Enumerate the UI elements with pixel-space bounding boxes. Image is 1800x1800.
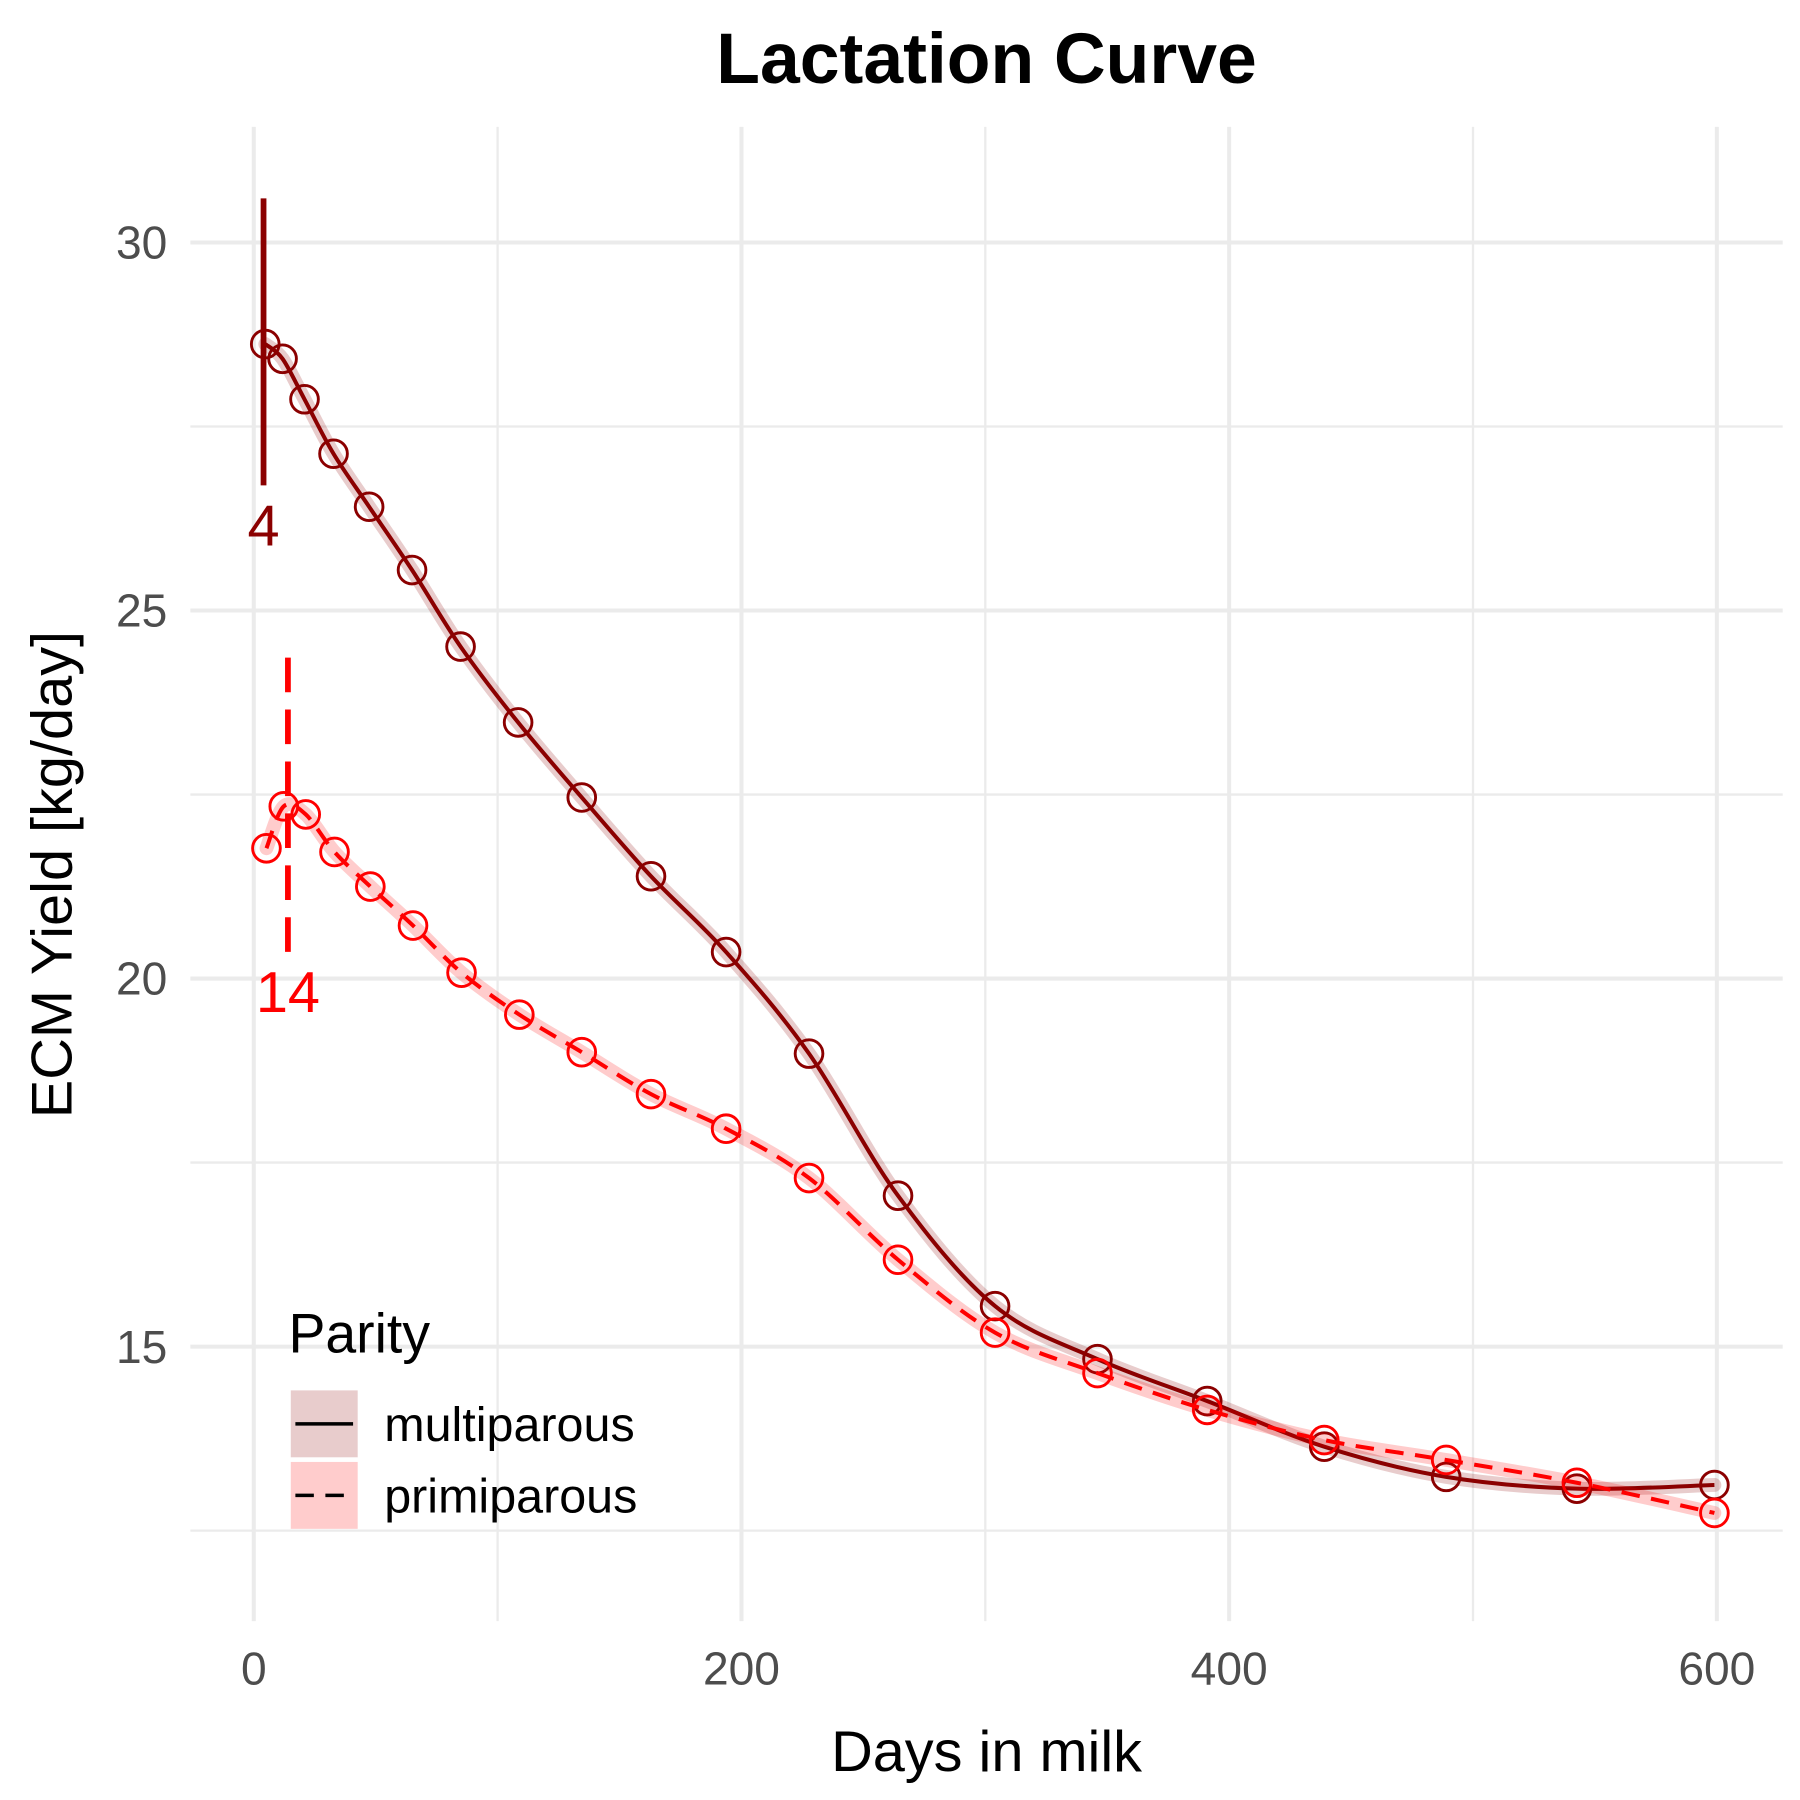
data-point — [1561, 1467, 1593, 1499]
data-point — [397, 910, 429, 941]
data-point — [710, 936, 742, 968]
data-point — [1191, 1385, 1223, 1417]
peak-label: 4 — [247, 494, 279, 558]
data-point — [289, 383, 320, 415]
data-point — [445, 631, 476, 662]
data-point — [267, 343, 298, 375]
legend-label: primiparous — [384, 1470, 637, 1524]
series-line — [264, 802, 1715, 1515]
peak-label: 14 — [256, 961, 320, 1025]
y-tick-label: 15 — [116, 1321, 167, 1373]
data-point — [1430, 1461, 1462, 1493]
y-tick-label: 30 — [116, 217, 167, 269]
data-point — [1699, 1497, 1730, 1529]
data-point — [355, 871, 386, 902]
data-point — [502, 707, 534, 738]
data-point — [319, 836, 350, 868]
data-point — [882, 1244, 914, 1276]
data-point — [1308, 1431, 1340, 1462]
x-tick-label: 0 — [241, 1643, 267, 1695]
data-point — [446, 957, 477, 988]
data-point — [504, 999, 535, 1030]
data-point — [793, 1162, 825, 1194]
y-tick-label: 20 — [116, 953, 167, 1005]
data-point — [251, 832, 282, 864]
x-tick-label: 600 — [1678, 1643, 1755, 1695]
x-tick-label: 200 — [703, 1643, 780, 1695]
data-point — [1430, 1444, 1462, 1476]
series-line — [263, 342, 1715, 1491]
data-point — [882, 1180, 914, 1211]
data-point — [353, 491, 385, 523]
data-point — [1191, 1394, 1223, 1426]
grid: 0 200 400 600 15 20 25 30 — [116, 126, 1783, 1695]
data-point — [1082, 1357, 1113, 1389]
data-point — [793, 1038, 825, 1069]
data-point — [318, 438, 349, 470]
data-point — [1308, 1424, 1340, 1456]
x-tick-label: 400 — [1191, 1643, 1268, 1695]
data-point — [396, 554, 428, 586]
legend-label: multiparous — [384, 1398, 634, 1452]
legend: Parity multiparous primiparous — [288, 1302, 637, 1529]
data-point — [635, 1078, 667, 1110]
x-axis-title: Days in milk — [831, 1720, 1142, 1784]
y-axis-title: ECM Yield [kg/day] — [21, 631, 85, 1118]
data-point — [710, 1113, 742, 1145]
data-point — [979, 1317, 1011, 1348]
data-point — [566, 1036, 598, 1068]
data-point — [635, 860, 667, 892]
legend-title: Parity — [288, 1302, 430, 1364]
plot-area: 4 14 — [247, 198, 1730, 1529]
data-point — [268, 791, 300, 822]
chart-title: Lactation Curve — [716, 19, 1256, 99]
y-tick-label: 25 — [116, 585, 167, 637]
data-point — [290, 799, 322, 830]
confidence-band — [258, 337, 1722, 1496]
data-point — [566, 782, 598, 813]
